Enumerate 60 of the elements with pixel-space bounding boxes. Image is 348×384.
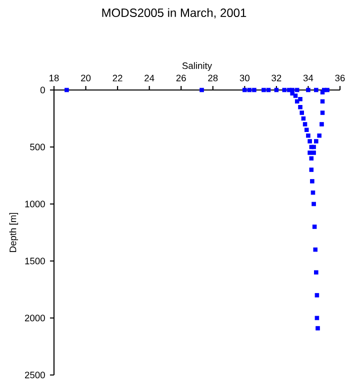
point	[242, 88, 247, 92]
x-tick-label: 32	[272, 74, 282, 82]
point	[293, 94, 298, 98]
y-tick-label: 2000	[24, 314, 45, 322]
point	[320, 90, 325, 94]
y-axis-title: Depth [m]	[9, 212, 18, 252]
y-tick-label: 2500	[24, 372, 45, 378]
point	[64, 88, 69, 92]
point	[300, 110, 304, 115]
x-tick-label: 28	[208, 74, 218, 82]
point	[320, 110, 325, 115]
point	[274, 88, 279, 92]
point	[325, 88, 330, 92]
x-tick-label: 26	[176, 74, 186, 82]
point	[320, 122, 324, 126]
x-axis-title: Salinity	[182, 62, 212, 71]
point	[298, 96, 302, 102]
y-tick-label: 500	[30, 144, 45, 150]
point	[312, 144, 316, 150]
point	[304, 128, 309, 132]
point	[308, 139, 312, 144]
point	[314, 293, 320, 298]
point	[312, 224, 317, 229]
y-tick-label: 1000	[25, 200, 45, 208]
x-tick-label: 24	[144, 74, 154, 82]
point	[262, 88, 266, 92]
point	[313, 247, 318, 252]
x-tick-label: 22	[112, 74, 122, 82]
point	[306, 88, 310, 92]
point	[317, 133, 322, 138]
point	[298, 104, 302, 110]
point	[312, 150, 316, 155]
point	[294, 88, 300, 92]
point	[314, 88, 318, 92]
chart-title: MODS2005 in March, 2001	[102, 8, 246, 18]
point	[308, 150, 312, 155]
x-tick-label: 18	[50, 74, 59, 82]
point	[312, 202, 316, 206]
point	[306, 133, 310, 138]
point	[200, 88, 204, 92]
point	[247, 88, 252, 92]
point	[302, 122, 308, 126]
x-tick-label: 30	[240, 74, 250, 82]
x-tick-label: 20	[81, 74, 91, 82]
y-tick-label: 0	[40, 86, 45, 94]
point	[314, 270, 318, 275]
point	[294, 99, 300, 104]
point	[309, 168, 314, 172]
point	[320, 99, 325, 104]
point	[314, 139, 318, 144]
point	[309, 156, 314, 161]
y-tick-label: 1500	[25, 258, 45, 264]
point	[290, 91, 294, 96]
point	[252, 88, 256, 92]
point	[310, 179, 314, 184]
x-tick-label: 36	[335, 74, 345, 82]
point	[310, 190, 316, 195]
point	[316, 326, 320, 330]
point	[282, 88, 287, 92]
x-tick-label: 34	[303, 74, 314, 82]
